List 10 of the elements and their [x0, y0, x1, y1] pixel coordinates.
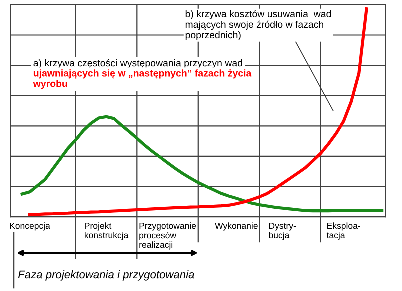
x-tick-label: Projekt konstrukcja [84, 222, 129, 240]
x-tick-label: Wykonanie [215, 222, 258, 231]
text: Faza projektowania i przygotowania [18, 270, 194, 281]
x-tick-label: Przygotowanie procesów realizacji [140, 222, 196, 250]
x-tick-label: Dystry- bucja [269, 222, 296, 240]
x-tick-label: Koncepcja [10, 222, 50, 231]
annotation: a) krzywa częstości występowania przyczyn wad [34, 59, 242, 69]
annotation: ujawniających się w „następnych” fazach życia wyrobu [33, 70, 252, 90]
x-tick-label: Eksploa- tacja [326, 222, 360, 240]
annotation: b) krzywa kosztów usuwania wad mających swoje źródło w fazach poprzednich) [186, 10, 332, 41]
